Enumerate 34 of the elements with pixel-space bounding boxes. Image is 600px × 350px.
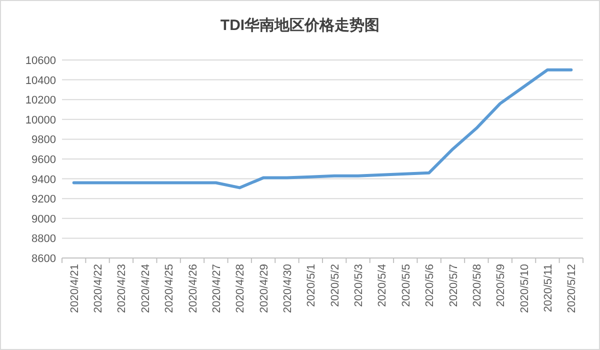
- ytick: 9800: [32, 134, 56, 146]
- ytick: 10000: [25, 114, 56, 126]
- ytick: 10400: [25, 74, 56, 87]
- xtick: 2020/4/28: [234, 264, 247, 313]
- xtick: 2020/5/7: [448, 264, 460, 307]
- xtick: 2020/4/24: [140, 264, 152, 313]
- xtick: 2020/5/1: [306, 264, 318, 307]
- ytick: 8800: [32, 233, 56, 246]
- xtick: 2020/4/21: [68, 264, 81, 313]
- ytick: 9200: [32, 194, 56, 206]
- xtick: 2020/4/27: [210, 264, 223, 313]
- xtick: 2020/5/6: [424, 264, 436, 307]
- ytick: 9000: [32, 213, 56, 226]
- title: TDI华南地区价格走势图: [220, 17, 380, 34]
- xtick: 2020/5/2: [329, 264, 342, 307]
- ytick: 9600: [32, 154, 56, 166]
- ytick: 10600: [25, 55, 56, 67]
- xtick: 2020/4/30: [282, 264, 294, 313]
- xtick: 2020/5/11: [542, 264, 554, 312]
- xtick: 2020/4/23: [116, 264, 128, 313]
- xtick: 2020/4/26: [187, 264, 200, 313]
- xtick: 2020/5/9: [495, 264, 508, 307]
- ytick: 9400: [32, 174, 56, 186]
- xtick: 2020/4/29: [258, 264, 270, 313]
- xtick: 2020/5/3: [353, 264, 366, 307]
- xtick: 2020/4/22: [92, 264, 105, 313]
- xtick: 2020/4/25: [164, 264, 176, 313]
- ytick: 10200: [25, 94, 56, 107]
- xtick: 2020/5/8: [471, 264, 484, 307]
- xtick: 2020/5/5: [400, 264, 412, 307]
- ytick: 8600: [32, 253, 56, 265]
- xtick: 2020/5/4: [376, 264, 389, 307]
- xtick: 2020/5/10: [518, 264, 531, 313]
- xtick: 2020/5/12: [566, 264, 578, 313]
